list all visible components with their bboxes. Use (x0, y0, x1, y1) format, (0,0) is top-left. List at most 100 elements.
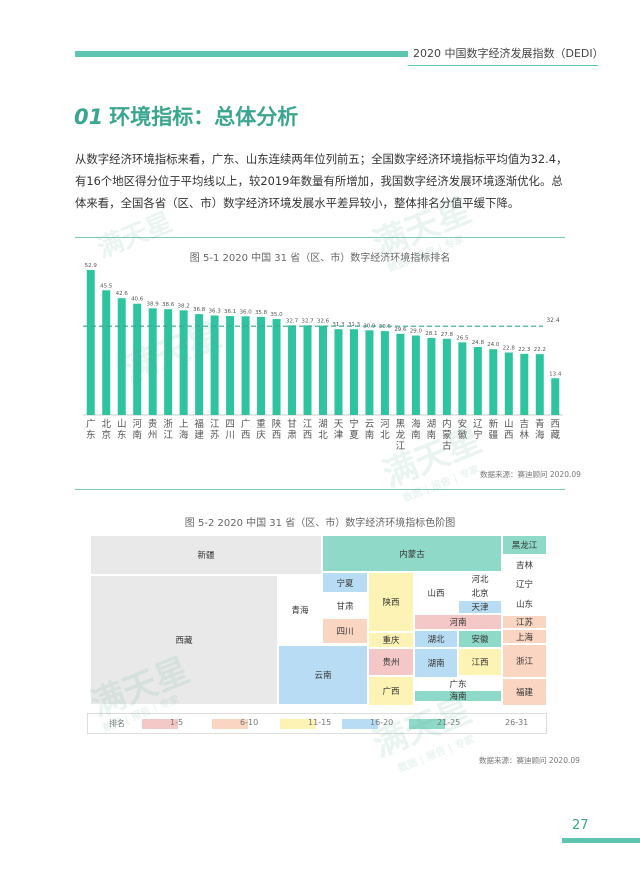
bar (442, 338, 451, 415)
category-label-char: 林 (520, 429, 530, 441)
category-label-char: 浙 (163, 418, 173, 430)
map-region: 吉林 (502, 555, 547, 575)
bar-value-label: 22.2 (534, 347, 546, 353)
category-label-char: 京 (101, 429, 111, 441)
bar (411, 335, 420, 415)
figure2-source: 数据来源：赛迪顾问 2020.09 (479, 756, 580, 765)
bar (241, 316, 250, 415)
section-heading: 01 环境指标：总体分析 (74, 101, 298, 131)
category-label-char: 藏 (551, 429, 561, 441)
category-label-char: 福 (194, 418, 204, 430)
category-label-char: 江 (210, 419, 220, 430)
bar-value-label: 35.0 (270, 312, 283, 318)
bar (272, 319, 281, 415)
category-label-char: 苏 (210, 429, 220, 441)
category-label-char: 北 (101, 419, 111, 430)
map-region: 辽宁 (502, 575, 547, 593)
bar-value-label: 22.8 (503, 346, 516, 352)
category-label-char: 建 (194, 429, 204, 441)
section-title: 环境指标：总体分析 (109, 105, 299, 129)
bar (164, 309, 173, 415)
category-label-char: 北 (318, 430, 328, 441)
category-label-char: 东 (86, 429, 96, 441)
bar (535, 354, 544, 415)
legend-range-label: 11-15 (308, 718, 332, 727)
legend-label: 排名 (109, 719, 125, 728)
figure1-source: 数据来源：赛迪顾问 2020.09 (480, 470, 581, 479)
bar (179, 310, 188, 415)
bar (133, 303, 142, 415)
category-label-char: 陕 (272, 418, 282, 430)
category-label-char: 湖 (427, 419, 437, 430)
map-region: 广西 (368, 676, 414, 706)
header-rule (408, 65, 598, 66)
bar-value-label: 35.8 (255, 310, 268, 316)
figure2-title: 图 5-2 2020 中国 31 省（区、市）数字经济环境指标色阶图 (184, 518, 456, 529)
bar-value-label: 30.9 (363, 323, 376, 329)
bar-value-label: 38.6 (162, 302, 175, 308)
bar-value-label: 40.6 (131, 297, 144, 303)
legend-range-label: 16-20 (370, 718, 394, 727)
category-label-char: 庆 (256, 429, 266, 441)
category-label-char: 徽 (458, 429, 468, 441)
bar (288, 325, 297, 415)
category-label-char: 古 (442, 440, 452, 452)
map-region: 宁夏 (322, 572, 368, 593)
category-label-char: 南 (411, 429, 421, 441)
average-value-label: 32.4 (546, 317, 560, 324)
map-region: 黑龙江 (502, 535, 547, 555)
page-number: 27 (572, 818, 589, 833)
map-region: 新疆 (90, 535, 322, 575)
map-region: 河南 (414, 614, 502, 630)
bar-value-label: 32.6 (317, 319, 330, 325)
figure1-title: 图 5-1 2020 中国 31 省（区、市）数字经济环境指标排名 (189, 253, 451, 264)
category-label-char: 辽 (473, 418, 483, 430)
bar-value-label: 36.1 (224, 309, 236, 315)
bar-value-label: 26.5 (456, 335, 469, 341)
category-label-char: 重 (256, 418, 266, 430)
bar (319, 325, 327, 415)
map-region: 重庆 (368, 632, 414, 648)
category-label-char: 蒙 (442, 429, 452, 441)
category-label-char: 贵 (148, 418, 158, 430)
category-label-char: 吉 (520, 419, 530, 430)
bar (195, 314, 204, 415)
legend-range-label: 1-5 (170, 718, 184, 727)
bar (458, 342, 467, 415)
bar-value-label: 31.3 (348, 322, 361, 328)
category-label-char: 宁 (473, 429, 483, 441)
bar-value-label: 22.3 (518, 347, 531, 353)
category-label-char: 肃 (287, 429, 297, 441)
bar-value-label: 29.6 (394, 327, 407, 333)
map-region: 内蒙古 (322, 535, 502, 572)
bar-value-label: 45.5 (100, 283, 113, 289)
map-region: 山西 (414, 572, 458, 614)
map-region: 上海 (502, 629, 547, 644)
bar (303, 325, 312, 415)
map-region: 四川 (322, 618, 368, 644)
bar-value-label: 24.0 (487, 342, 500, 348)
legend-swatch (477, 719, 513, 729)
map-region: 天津 (458, 600, 502, 614)
category-label-char: 海 (411, 418, 421, 430)
category-label-char: 云 (365, 419, 375, 430)
bar (473, 347, 482, 415)
category-label-char: 四 (225, 419, 235, 430)
legend-range-label: 21-25 (437, 718, 461, 727)
legend-swatch (342, 719, 378, 729)
bar-value-label: 36.8 (193, 307, 206, 313)
figure1-top-rule (75, 237, 565, 238)
bar (489, 349, 498, 415)
bar-value-label: 32.7 (286, 318, 299, 324)
category-label-char: 南 (427, 429, 437, 441)
bar-value-label: 24.8 (472, 340, 485, 346)
section-number: 01 (74, 105, 104, 129)
category-label-char: 广 (86, 418, 96, 430)
map-region: 陕西 (368, 572, 414, 632)
bar (380, 331, 389, 415)
category-label-char: 天 (334, 419, 344, 430)
map-region: 山东 (502, 593, 547, 615)
map-region: 河北 (458, 572, 502, 586)
category-label-char: 山 (117, 419, 127, 430)
map-region: 安徽 (458, 630, 502, 648)
